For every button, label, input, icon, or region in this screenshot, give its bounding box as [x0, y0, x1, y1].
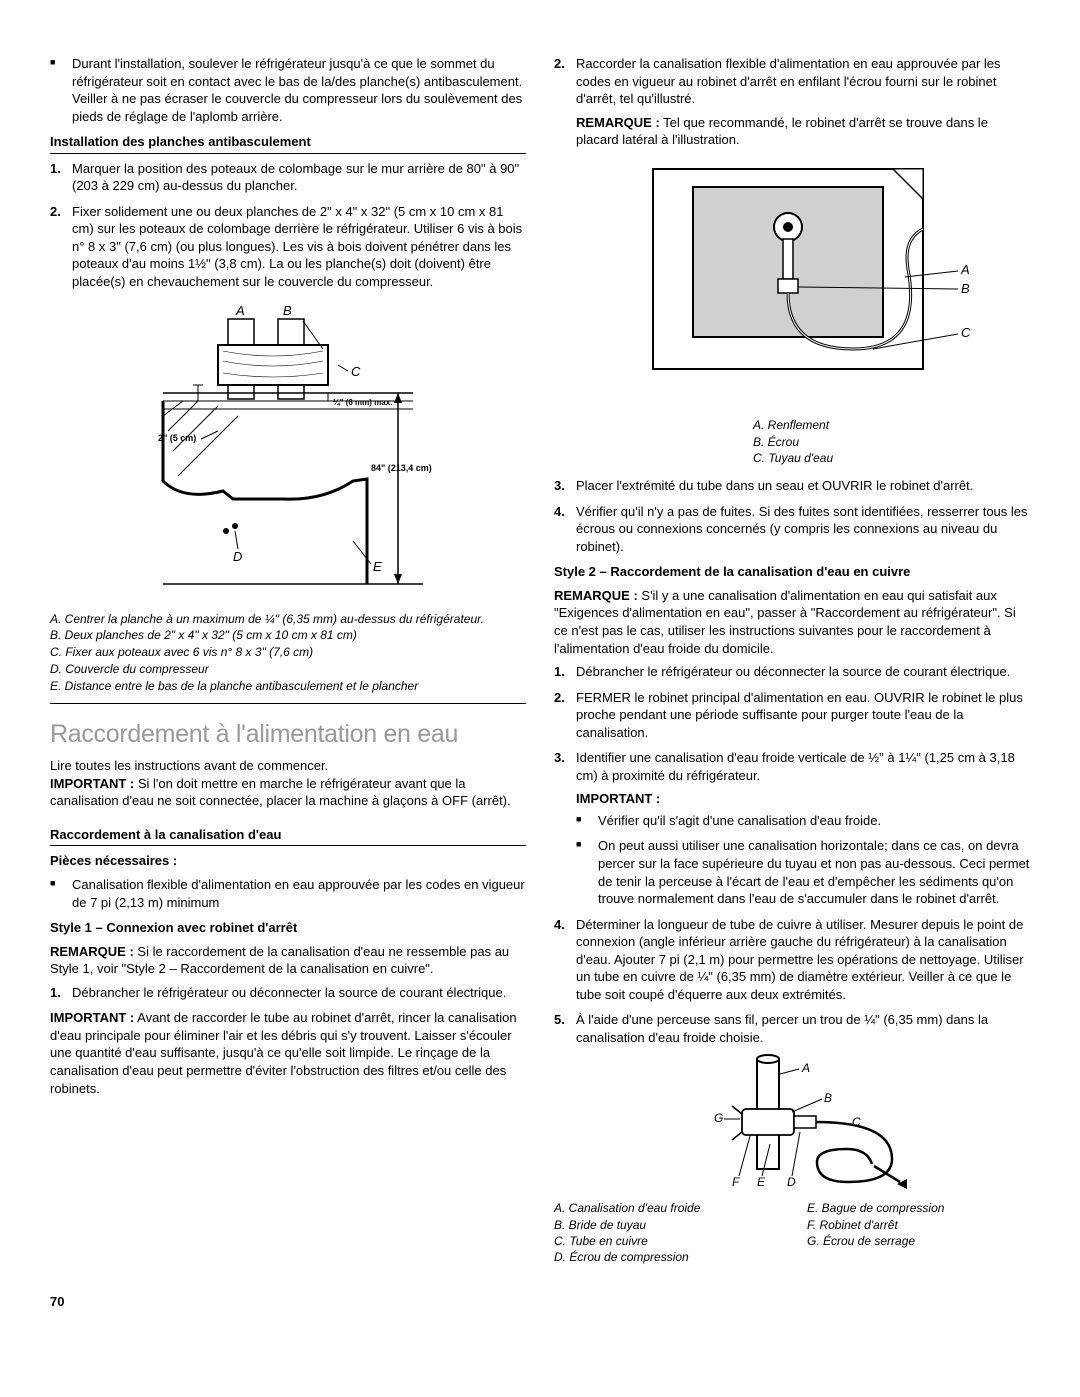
figure-copper: A B C G F E D [642, 1054, 942, 1194]
fig3-cap-e: E. Bague de compression [807, 1200, 1030, 1216]
right-steps-top: 2. Raccorder la canalisation flexible d'… [554, 55, 1030, 555]
pieces-bullets: Canalisation flexible d'alimentation en … [50, 876, 526, 911]
heading-pieces: Pièces nécessaires : [50, 852, 526, 870]
svg-text:¼" (6 mm) max.: ¼" (6 mm) max. [333, 398, 392, 407]
svg-text:A: A [960, 262, 970, 277]
svg-text:E: E [757, 1175, 766, 1189]
page-columns: Durant l'installation, soulever le réfri… [50, 55, 1030, 1265]
s2-step-4: 4.Déterminer la longueur de tube de cuiv… [554, 916, 1030, 1004]
style1-important: IMPORTANT : Avant de raccorder le tube a… [50, 1009, 526, 1097]
figure-3-caption: A. Canalisation d'eau froide B. Bride de… [554, 1200, 1030, 1265]
intro-bullets: Durant l'installation, soulever le réfri… [50, 55, 526, 125]
heading-style2: Style 2 – Raccordement de la canalisatio… [554, 563, 1030, 581]
heading-water: Raccordement à l'alimentation en eau [50, 718, 526, 752]
svg-text:D: D [787, 1175, 796, 1189]
s2-step-1: 1.Débrancher le réfrigérateur ou déconne… [554, 663, 1030, 681]
svg-text:2" (5 cm): 2" (5 cm) [158, 433, 196, 443]
page-number: 70 [50, 1293, 1030, 1311]
install-step-2-text: Fixer solidement une ou deux planches de… [72, 204, 522, 289]
install-steps: 1.Marquer la position des poteaux de col… [50, 160, 526, 291]
style1-step-1: 1.Débrancher le réfrigérateur ou déconne… [50, 984, 526, 1002]
svg-text:A: A [235, 303, 245, 318]
svg-text:B: B [824, 1091, 832, 1105]
right-column: 2. Raccorder la canalisation flexible d'… [554, 55, 1030, 1265]
svg-text:C: C [351, 364, 361, 379]
r-step-2: 2. Raccorder la canalisation flexible d'… [554, 55, 1030, 467]
r-step-2-text: Raccorder la canalisation flexible d'ali… [576, 56, 1001, 106]
water-important: IMPORTANT : Si l'on doit mettre en march… [50, 775, 526, 810]
svg-text:F: F [732, 1175, 740, 1189]
install-step-1-text: Marquer la position des poteaux de colom… [72, 161, 519, 194]
fig1-cap-c: C. Fixer aux poteaux avec 6 vis n° 8 x 3… [50, 644, 526, 661]
fig3-cap-g: G. Écrou de serrage [807, 1233, 1030, 1249]
fig2-cap-b: B. Écrou [753, 434, 983, 451]
imp-b2: On peut aussi utiliser une canalisation … [576, 837, 1030, 907]
fig1-cap-d: D. Couvercle du compresseur [50, 661, 526, 678]
r-step-3-text: Placer l'extrémité du tube dans un seau … [576, 478, 973, 493]
fig2-cap-a: A. Renflement [753, 417, 983, 434]
heading-style1: Style 1 – Connexion avec robinet d'arrêt [50, 919, 526, 937]
s2-step-3: 3.Identifier une canalisation d'eau froi… [554, 749, 1030, 907]
svg-text:G: G [714, 1111, 723, 1125]
style1-step-1-text: Débrancher le réfrigérateur ou déconnect… [72, 985, 506, 1000]
r-step-3: 3.Placer l'extrémité du tube dans un sea… [554, 477, 1030, 495]
imp-b1: Vérifier qu'il s'agit d'une canalisation… [576, 812, 1030, 830]
figure-valve-box: A B C A. Renflement B. Écrou C. Tuyau d'… [623, 159, 983, 467]
fig1-cap-a: A. Centrer la planche à un maximum de ¼"… [50, 611, 526, 628]
r-step-2-remarque: REMARQUE : Tel que recommandé, le robine… [576, 114, 1030, 149]
style1-remarque: REMARQUE : Si le raccordement de la cana… [50, 943, 526, 978]
fig1-cap-e: E. Distance entre le bas de la planche a… [50, 678, 526, 695]
install-step-1: 1.Marquer la position des poteaux de col… [50, 160, 526, 195]
fig3-cap-b: B. Bride de tuyau [554, 1217, 777, 1233]
figure-2-caption: A. Renflement B. Écrou C. Tuyau d'eau [623, 417, 983, 467]
separator-1 [50, 703, 526, 704]
fig2-cap-c: C. Tuyau d'eau [753, 450, 983, 467]
fig3-cap-c: C. Tube en cuivre [554, 1233, 777, 1249]
svg-text:D: D [233, 549, 242, 564]
r-step-4: 4.Vérifier qu'il n'y a pas de fuites. Si… [554, 503, 1030, 556]
install-step-2: 2.Fixer solidement une ou deux planches … [50, 203, 526, 291]
intro-bullet: Durant l'installation, soulever le réfri… [50, 55, 526, 125]
important-label: IMPORTANT : [576, 790, 1030, 808]
s2-step-2: 2.FERMER le robinet principal d'alimenta… [554, 689, 1030, 742]
fig3-cap-a: A. Canalisation d'eau froide [554, 1200, 777, 1216]
style1-steps: 1.Débrancher le réfrigérateur ou déconne… [50, 984, 526, 1002]
fig3-cap-f: F. Robinet d'arrêt [807, 1217, 1030, 1233]
r-step-4-text: Vérifier qu'il n'y a pas de fuites. Si d… [576, 504, 1028, 554]
fig3-cap-d: D. Écrou de compression [554, 1249, 777, 1265]
svg-text:C: C [961, 325, 971, 340]
pieces-bullet: Canalisation flexible d'alimentation en … [50, 876, 526, 911]
important-bullets: Vérifier qu'il s'agit d'une canalisation… [576, 812, 1030, 908]
figure-antitip: ¼" (6 mm) max. 2" (5 cm) 84" (213,4 cm [123, 301, 453, 601]
fig1-cap-b: B. Deux planches de 2" x 4" x 32" (5 cm … [50, 627, 526, 644]
svg-text:B: B [283, 303, 292, 318]
left-column: Durant l'installation, soulever le réfri… [50, 55, 526, 1265]
svg-text:E: E [373, 559, 382, 574]
water-intro: Lire toutes les instructions avant de co… [50, 757, 526, 775]
figure-1-caption: A. Centrer la planche à un maximum de ¼"… [50, 611, 526, 695]
style2-remarque: REMARQUE : S'il y a une canalisation d'a… [554, 587, 1030, 657]
heading-conn: Raccordement à la canalisation d'eau [50, 826, 526, 847]
heading-install: Installation des planches antibasculemen… [50, 133, 526, 154]
s2-step-5: 5.À l'aide d'une perceuse sans fil, perc… [554, 1011, 1030, 1046]
style2-steps: 1.Débrancher le réfrigérateur ou déconne… [554, 663, 1030, 1046]
svg-text:C: C [852, 1115, 861, 1129]
svg-text:84" (213,4 cm): 84" (213,4 cm) [371, 463, 432, 473]
svg-text:B: B [961, 281, 970, 296]
svg-text:A: A [801, 1061, 810, 1075]
